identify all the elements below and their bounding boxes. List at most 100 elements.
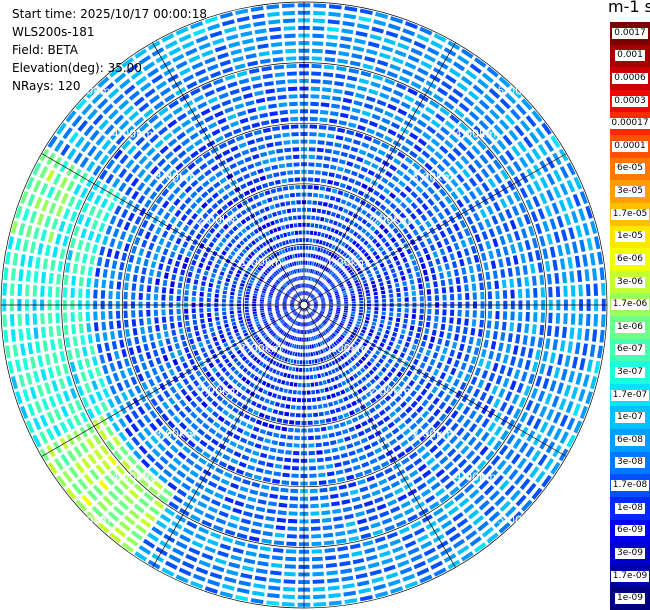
range-gate-cell — [232, 507, 242, 515]
range-gate-cell — [327, 578, 339, 584]
range-gate-cell — [421, 112, 432, 122]
range-gate-cell — [249, 279, 254, 284]
range-gate-cell — [298, 276, 301, 281]
range-gate-cell — [259, 341, 264, 346]
range-gate-cell — [570, 285, 576, 297]
range-gate-cell — [62, 127, 73, 140]
range-gate-cell — [259, 428, 267, 435]
azimuth-spoke — [303, 42, 456, 306]
range-gate-cell — [553, 169, 563, 182]
range-gate-cell — [308, 360, 312, 365]
range-gate-cell — [304, 283, 306, 288]
range-gate-cell — [170, 281, 175, 288]
range-gate-cell — [389, 312, 394, 317]
range-gate-cell — [308, 321, 310, 326]
range-ring-label: 1.00km — [240, 256, 282, 269]
range-gate-cell — [436, 241, 443, 249]
range-gate-cell — [249, 489, 259, 496]
range-gate-cell — [319, 282, 323, 286]
range-gate-cell — [77, 120, 89, 132]
range-gate-cell — [290, 335, 293, 340]
range-gate-cell — [321, 94, 331, 100]
range-gate-cell — [179, 422, 187, 430]
range-gate-cell — [407, 514, 418, 523]
range-gate-cell — [474, 172, 484, 183]
range-gate-cell — [488, 469, 498, 481]
range-gate-cell — [260, 151, 268, 158]
range-gate-cell — [285, 365, 289, 370]
range-gate-cell — [305, 253, 308, 258]
colorbar-cell: 0.0017 — [610, 22, 650, 45]
range-gate-cell — [365, 401, 372, 407]
colorbar-cell: 1.7e-07 — [610, 383, 650, 407]
range-gate-cell — [62, 235, 69, 247]
range-gate-cell — [48, 326, 54, 338]
range-gate-cell — [267, 302, 272, 304]
range-gate-cell — [542, 220, 550, 232]
range-gate-cell — [77, 213, 85, 225]
range-gate-cell — [413, 40, 426, 50]
range-gate-cell — [259, 58, 271, 64]
range-gate-cell — [150, 261, 157, 269]
range-gate-cell — [369, 145, 378, 152]
range-gate-cell — [390, 122, 401, 130]
range-gate-cell — [582, 222, 590, 236]
range-gate-cell — [194, 533, 207, 542]
range-gate-cell — [210, 70, 222, 79]
range-gate-cell — [86, 408, 95, 419]
range-gate-cell — [168, 205, 176, 213]
range-gate-cell — [286, 208, 292, 214]
range-gate-cell — [492, 331, 498, 340]
range-gate-cell — [292, 215, 297, 220]
range-gate-cell — [390, 586, 404, 594]
range-gate-cell — [77, 359, 84, 371]
beam-rays — [2, 3, 606, 607]
colorbar-tick-label: 3e-08 — [615, 457, 645, 469]
range-gate-cell — [190, 514, 201, 523]
range-gate-cell — [478, 479, 489, 490]
range-gate-cell — [549, 218, 557, 230]
colorbar: 0.0017 0.001 0.0006 0.0003 0.00017 0.0001 6e-0… — [609, 22, 650, 610]
range-gate-cell — [207, 317, 213, 323]
range-gate-cell — [151, 526, 163, 536]
range-gate-cell — [92, 165, 102, 176]
range-gate-cell — [292, 297, 296, 300]
range-gate-cell — [506, 194, 515, 205]
range-gate-cell — [311, 215, 316, 220]
range-gate-cell — [299, 245, 303, 250]
range-gate-cell — [582, 254, 588, 267]
range-gate-cell — [222, 315, 228, 320]
range-gate-cell — [400, 237, 406, 244]
range-gate-cell — [275, 301, 279, 303]
range-gate-cell — [398, 180, 406, 188]
range-gate-cell — [316, 208, 322, 214]
range-gate-cell — [306, 291, 309, 296]
range-gate-cell — [366, 296, 371, 300]
range-gate-cell — [414, 428, 423, 436]
range-gate-cell — [359, 306, 364, 310]
range-gate-cell — [213, 380, 220, 388]
range-gate-cell — [300, 314, 303, 319]
range-gate-cell — [486, 320, 492, 329]
range-gate-cell — [393, 512, 404, 521]
range-gate-cell — [509, 380, 517, 391]
range-gate-cell — [477, 221, 485, 231]
range-gate-cell — [343, 208, 349, 214]
range-gate-cell — [457, 55, 470, 65]
range-gate-cell — [237, 307, 242, 310]
range-gate-cell — [272, 409, 279, 415]
range-gate-cell — [257, 280, 262, 285]
range-gate-cell — [349, 194, 356, 200]
range-gate-cell — [519, 187, 528, 199]
range-gate-cell — [314, 305, 318, 306]
range-gate-cell — [184, 405, 192, 414]
range-gate-cell — [209, 376, 216, 383]
range-gate-cell — [312, 26, 325, 31]
range-gate-cell — [466, 256, 472, 265]
range-gate-cell — [312, 310, 316, 314]
range-gate-cell — [351, 240, 357, 246]
range-gate-cell — [378, 358, 384, 364]
range-gate-cell — [54, 139, 64, 152]
range-gate-cell — [420, 540, 433, 550]
range-gate-cell — [337, 326, 342, 330]
